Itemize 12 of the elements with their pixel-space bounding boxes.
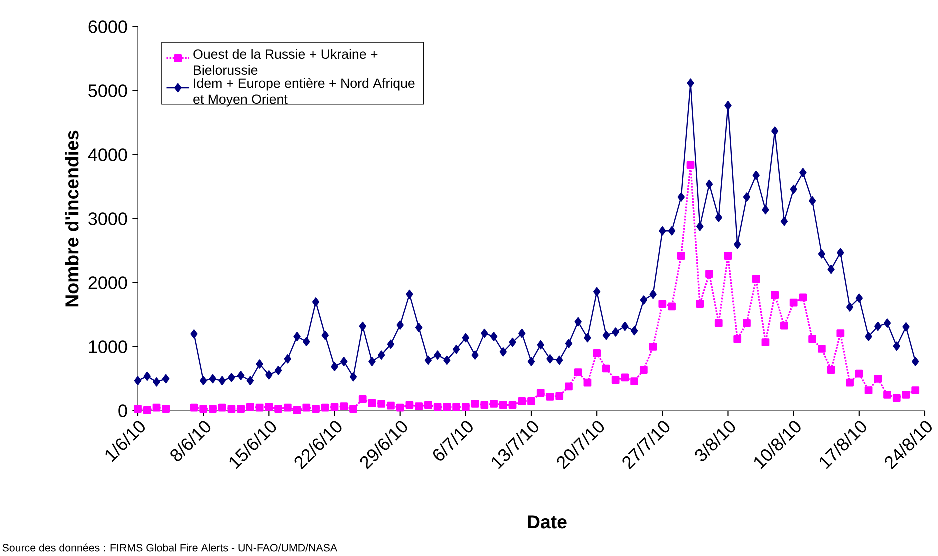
legend-label: Idem + Europe entière + Nord Afrique et Moyen Orient xyxy=(194,78,415,107)
y-tick-label: 2000 xyxy=(88,276,128,290)
y-tick-label: 1000 xyxy=(89,340,128,354)
y-tick-label: 6000 xyxy=(88,20,128,34)
y-tick-label: 5000 xyxy=(88,84,128,98)
y-tick-label: 3000 xyxy=(88,212,128,226)
x-axis-title: Date xyxy=(528,516,567,529)
legend-label: Ouest de la Russie + Ukraine + Bielorussie xyxy=(194,49,378,76)
y-tick-label: 0 xyxy=(118,404,128,418)
y-tick-label: 4000 xyxy=(88,148,128,162)
y-axis-title: Nombre d'incendies xyxy=(65,130,79,307)
source-note: Source des données : FIRMS Global Fire Alerts - UN-FAO/UMD/NASA xyxy=(2,544,338,552)
